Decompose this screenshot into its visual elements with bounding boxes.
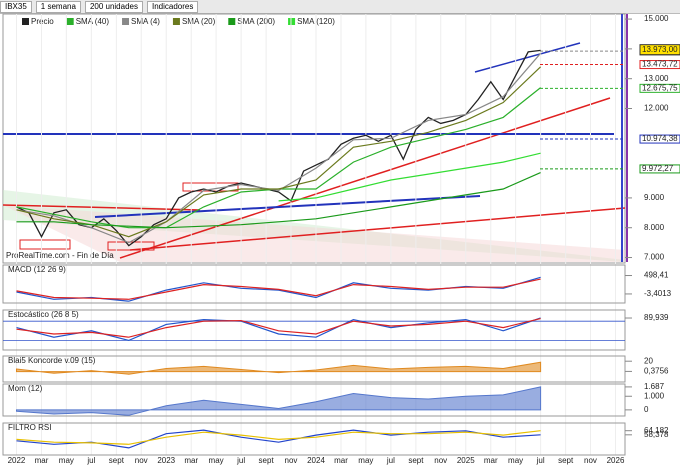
- x-tick-label: jul: [86, 456, 95, 465]
- x-tick-label: may: [209, 456, 224, 465]
- legend-swatch: [22, 18, 29, 25]
- legend-label: SMA (20): [182, 17, 216, 26]
- x-tick-label: sept: [259, 456, 275, 465]
- legend-swatch: [288, 18, 296, 25]
- y-tick-label: 9.000: [644, 193, 665, 202]
- series-area: [16, 386, 542, 416]
- x-tick-label: jul: [386, 456, 395, 465]
- x-tick-label: may: [358, 456, 373, 465]
- legend-swatch: [228, 18, 236, 25]
- y-tick-label: 7.000: [644, 253, 665, 262]
- legend-swatch: [122, 18, 130, 25]
- x-tick-label: mar: [184, 456, 198, 465]
- x-tick-label: jul: [536, 456, 545, 465]
- series-line: [16, 172, 541, 229]
- series-line: [16, 66, 542, 238]
- level-label: 13.473,72: [642, 60, 678, 69]
- x-tick-label: mar: [334, 456, 348, 465]
- y-tick-label: 89,939: [644, 313, 669, 322]
- legend-label: SMA (200): [237, 17, 275, 26]
- y-tick-label: 12.000: [644, 104, 669, 113]
- y-tick-label: 498,41: [644, 271, 669, 280]
- y-tick-label: 1.000: [644, 391, 665, 400]
- level-label-box: [639, 134, 680, 144]
- x-tick-label: may: [59, 456, 74, 465]
- series-line: [16, 49, 541, 247]
- level-label: 12.675,75: [642, 83, 678, 92]
- x-tick-label: sept: [408, 456, 424, 465]
- panel-title: MACD (12 26 9): [8, 265, 66, 274]
- level-label-box: [639, 164, 680, 174]
- trend-line: [474, 42, 581, 73]
- last-price-box: [639, 44, 680, 56]
- series-line: [16, 318, 541, 338]
- y-tick-label: 13.000: [644, 74, 669, 83]
- symbol-box[interactable]: IBX35: [0, 0, 32, 13]
- marker-box: [19, 239, 71, 250]
- x-tick-label: 2022: [8, 456, 26, 465]
- y-tick-label: 0: [644, 405, 649, 414]
- level-label: 9.972,27: [642, 164, 674, 173]
- legend-swatch: [66, 18, 74, 25]
- level-label: 10.974,38: [642, 134, 678, 143]
- last-price-label: 13.973,00: [642, 45, 678, 54]
- panel-title: Mom (12): [8, 384, 43, 393]
- y-tick-label: 0,3756: [644, 367, 669, 376]
- y-tick-label: 8.000: [644, 223, 665, 232]
- series-line: [16, 52, 542, 244]
- trend-line: [2, 204, 201, 211]
- y-tick-label: 1.687: [644, 382, 665, 391]
- y-tick-label: 20: [644, 356, 653, 365]
- y-tick-label: 64,182: [644, 426, 669, 435]
- x-tick-label: 2023: [157, 456, 175, 465]
- x-tick-label: sept: [109, 456, 125, 465]
- legend-label: SMA (40): [76, 17, 110, 26]
- footer: ProRealTime.com - Fin de Día: [6, 251, 114, 260]
- series-line: [16, 278, 541, 300]
- x-tick-label: 2024: [307, 456, 325, 465]
- indicator-panel: [2, 309, 626, 351]
- panel-title: Blai5 Koncorde v.09 (15): [8, 356, 96, 365]
- x-tick-label: nov: [434, 456, 447, 465]
- series-area: [16, 361, 542, 375]
- level-label-box: [639, 60, 680, 70]
- series-line: [16, 430, 541, 445]
- legend-swatch: [172, 18, 180, 25]
- panel-title: FILTRO RSI: [8, 423, 51, 432]
- legend: Precio SMA (40) SMA (4) SMA (20) SMA (200) SM…: [22, 17, 335, 26]
- x-tick-label: mar: [484, 456, 498, 465]
- x-tick-label: nov: [584, 456, 597, 465]
- x-tick-label: jul: [236, 456, 245, 465]
- x-tick-label: nov: [135, 456, 148, 465]
- x-tick-label: sept: [558, 456, 574, 465]
- x-tick-label: 2025: [457, 456, 475, 465]
- panel-title: Estocástico (26 8 5): [8, 310, 79, 319]
- indicator-panel: [2, 383, 626, 417]
- y-tick-label: -3,4013: [644, 289, 672, 298]
- level-label-box: [639, 83, 680, 93]
- y-tick-label: 15.000: [644, 14, 669, 23]
- legend-label: SMA (4): [131, 17, 160, 26]
- y-tick-label: 58,378: [644, 430, 669, 439]
- indicators-button[interactable]: Indicadores: [146, 0, 199, 13]
- units-box[interactable]: 200 unidades: [84, 0, 143, 13]
- x-tick-label: 2026: [607, 456, 625, 465]
- series-line: [278, 152, 541, 202]
- indicator-panel: [2, 355, 626, 383]
- x-tick-label: mar: [35, 456, 49, 465]
- legend-label: Precio: [31, 17, 54, 26]
- series-line: [16, 429, 541, 449]
- indicator-panel: [2, 264, 626, 304]
- trend-line: [129, 207, 626, 251]
- x-tick-label: nov: [285, 456, 298, 465]
- period-box[interactable]: 1 semana: [35, 0, 81, 13]
- x-tick-label: may: [508, 456, 523, 465]
- toolbar: IBX35 1 semana 200 unidades Indicadores: [0, 0, 680, 14]
- trend-line: [119, 97, 611, 259]
- indicator-panel: [2, 422, 626, 456]
